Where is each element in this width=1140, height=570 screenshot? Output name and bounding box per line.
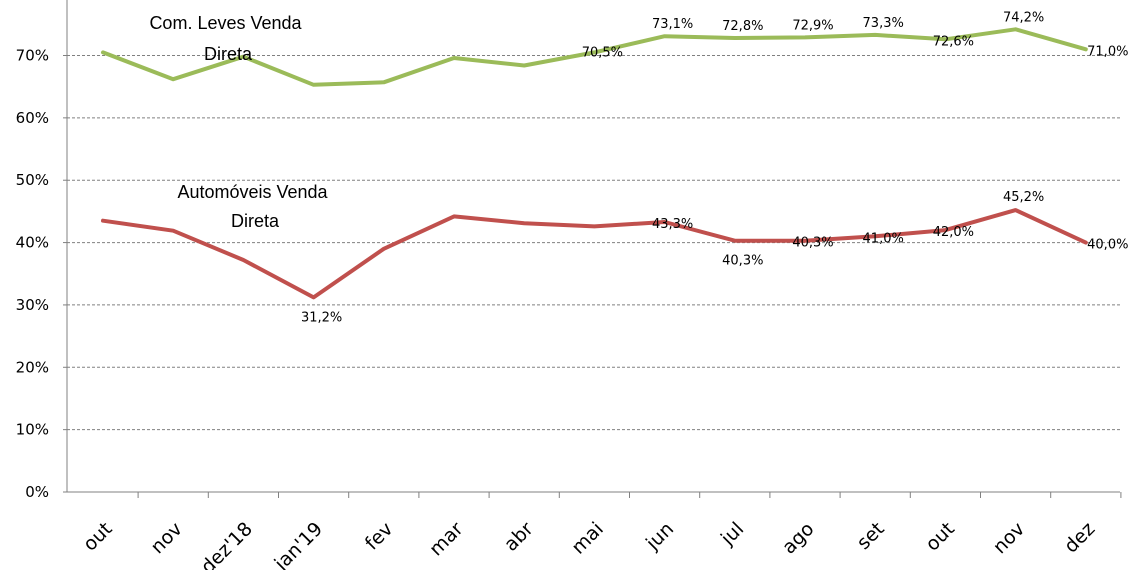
data-label: 40,3% <box>722 254 763 269</box>
data-label: 72,8% <box>722 19 763 34</box>
data-label: 73,3% <box>863 16 904 31</box>
data-label: 40,0% <box>1087 238 1128 253</box>
x-tick-label: out <box>79 518 117 556</box>
x-tick-label: fev <box>361 518 398 555</box>
data-label: 72,6% <box>933 34 974 49</box>
x-tick-label: mai <box>567 518 608 559</box>
data-label: 42,0% <box>933 225 974 240</box>
data-label: 41,0% <box>863 231 904 246</box>
data-label: 71,0% <box>1087 44 1128 59</box>
y-tick-label: 60% <box>16 109 49 127</box>
data-label: 43,3% <box>652 217 693 232</box>
data-label: 73,1% <box>652 17 693 32</box>
y-tick-label: 20% <box>16 358 49 376</box>
series-line-0 <box>101 27 1088 87</box>
data-label: 72,9% <box>792 18 833 33</box>
data-label: 70,5% <box>582 45 623 60</box>
x-tick-label: abr <box>500 518 538 556</box>
x-tick-label: nov <box>146 518 186 558</box>
x-tick-label: dez'18 <box>197 518 257 570</box>
x-tick-label: out <box>921 518 959 556</box>
x-tick-label: set <box>853 518 889 554</box>
data-label: 31,2% <box>301 310 342 325</box>
series-label-com-leves: Com. Leves Venda Direta <box>149 13 306 64</box>
y-tick-label: 10% <box>16 421 49 439</box>
series-label-automoveis: Automóveis Venda Direta <box>177 182 332 231</box>
x-tick-label: mar <box>425 518 468 561</box>
x-tick-label: nov <box>989 518 1029 558</box>
x-tick-label: jul <box>716 518 748 550</box>
y-tick-label: 50% <box>16 171 49 189</box>
y-tick-label: 30% <box>16 296 49 314</box>
y-tick-label: 40% <box>16 234 49 252</box>
x-tick-label: ago <box>778 518 819 559</box>
x-tick-label: dez <box>1060 518 1099 557</box>
data-label: 40,3% <box>792 236 833 251</box>
series-line-1 <box>101 208 1088 300</box>
x-tick-label: jan'19 <box>270 518 328 570</box>
data-label: 45,2% <box>1003 190 1044 205</box>
x-tick-label: jun <box>641 518 678 555</box>
y-tick-label: 70% <box>16 47 49 65</box>
y-tick-label: 0% <box>25 483 49 501</box>
data-label: 74,2% <box>1003 10 1044 25</box>
